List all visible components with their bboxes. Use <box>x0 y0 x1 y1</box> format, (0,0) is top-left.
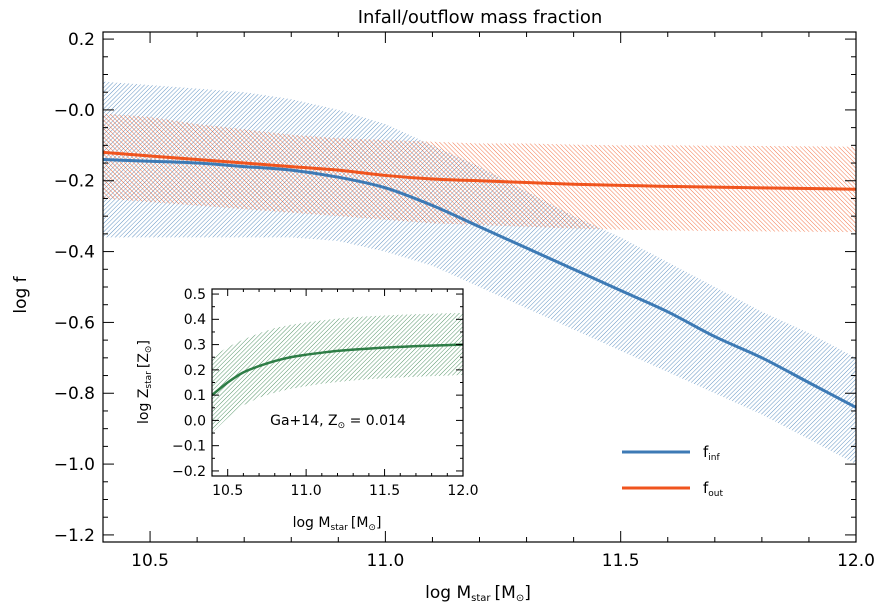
series-line-inf-main <box>103 158 856 409</box>
y-tick-label: −0.2 <box>172 464 206 480</box>
x-axis-label: log Mstar [M⊙] <box>425 583 531 604</box>
inset-y-axis-label: log Zstar[Z⊙] <box>136 340 154 424</box>
inset-x-axis-label: log Mstar [M⊙] <box>293 515 382 533</box>
chart-title: Infall/outflow mass fraction <box>358 7 603 28</box>
y-tick-label: −0.8 <box>54 384 95 404</box>
x-tick-label: 10.5 <box>212 483 243 499</box>
x-tick-label: 10.5 <box>131 551 169 571</box>
y-tick-label: 0.0 <box>184 413 206 429</box>
inset-lines <box>212 343 463 397</box>
y-tick-label: 0.4 <box>184 312 206 328</box>
y-tick-label: 0.2 <box>184 363 206 379</box>
legend-label-finf: finf <box>703 443 720 463</box>
y-tick-label: 0.3 <box>184 337 206 353</box>
legend: finf fout <box>622 443 723 499</box>
main-lines <box>103 150 856 409</box>
y-tick-label: −0.0 <box>54 101 95 121</box>
x-tick-label: 12.0 <box>837 551 875 571</box>
inset-bands <box>212 313 463 434</box>
y-tick-label: −0.4 <box>54 243 95 263</box>
y-tick-label: −1.0 <box>54 455 95 475</box>
x-tick-label: 12.0 <box>447 483 478 499</box>
inset-annotation: Ga+14, Z⊙ = 0.014 <box>270 413 406 431</box>
y-tick-label: −0.6 <box>54 313 95 333</box>
y-tick-label: 0.1 <box>184 388 206 404</box>
x-tick-label: 11.0 <box>291 483 322 499</box>
y-tick-label: 0.5 <box>184 287 206 303</box>
series-line-z-inset <box>212 343 463 397</box>
y-axis-label: log f <box>11 275 31 313</box>
band-z-inset <box>212 313 463 434</box>
inset-ticks: 10.5 11.0 11.5 12.0 0.5 0.4 0.3 0.2 0.1 0.0 −0.1 −0… <box>172 287 479 499</box>
y-tick-label: −1.2 <box>54 526 95 546</box>
legend-label-fout: fout <box>703 479 723 499</box>
main-panel: Infall/outflow mass fraction 10.5 11.0 11.… <box>11 7 875 604</box>
main-bands <box>103 81 856 465</box>
inset-panel: 10.5 11.0 11.5 12.0 0.5 0.4 0.3 0.2 0.1 0.0 −0.1 −0… <box>136 287 479 533</box>
x-tick-label: 11.5 <box>369 483 400 499</box>
y-tick-label: −0.1 <box>172 439 206 455</box>
y-tick-label: 0.2 <box>68 30 95 50</box>
x-tick-label: 11.0 <box>366 551 404 571</box>
y-tick-label: −0.2 <box>54 172 95 192</box>
series-line-out-main <box>103 150 856 191</box>
main-ticks: 10.5 11.0 11.5 12.0 0.2 −0.0 −0.2 −0.4 −0.6 −0.8 −… <box>54 30 875 571</box>
x-tick-label: 11.5 <box>602 551 640 571</box>
band-out-main <box>103 113 856 233</box>
